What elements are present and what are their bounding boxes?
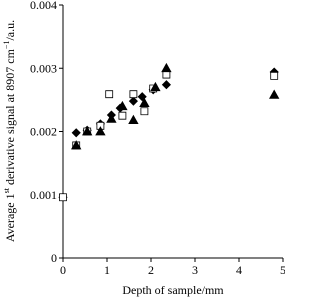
x-tick-label: 0 — [60, 263, 66, 277]
y-axis-label-part: st — [2, 187, 11, 193]
x-tick-label: 4 — [236, 263, 242, 277]
x-tick-label: 5 — [280, 263, 285, 277]
y-tick-label: 0.003 — [30, 61, 57, 75]
y-axis-label-part: −1 — [2, 41, 11, 50]
point — [128, 96, 138, 106]
y-tick-label: 0 — [51, 251, 57, 265]
y-axis-label-part: derivative signal at 8907 cm — [3, 48, 17, 188]
y-tick-label: 0.004 — [30, 0, 57, 12]
x-tick-label: 3 — [192, 263, 198, 277]
point — [270, 71, 279, 80]
x-tick-label: 2 — [148, 263, 154, 277]
chart: Depth of sample/mm Average 1st derivativ… — [2, 0, 285, 297]
y-axis-label-part: /a.u. — [3, 20, 17, 41]
point — [59, 193, 67, 202]
point — [96, 121, 105, 130]
point — [139, 97, 150, 107]
y-axis-label: Average 1st derivative signal at 8907 cm… — [2, 20, 17, 242]
point — [137, 92, 147, 102]
point — [129, 90, 138, 99]
point — [71, 128, 81, 138]
x-axis-label: Depth of sample/mm — [122, 283, 224, 297]
point — [106, 113, 117, 123]
x-tick-label: 1 — [104, 263, 110, 277]
y-tick-label: 0.001 — [30, 188, 57, 202]
point — [128, 114, 139, 125]
point — [269, 89, 280, 99]
y-axis-label-part: Average 1 — [3, 193, 17, 242]
point — [150, 81, 161, 92]
point — [140, 107, 149, 116]
point — [118, 111, 127, 120]
point — [95, 126, 106, 136]
point — [71, 140, 82, 150]
y-tick-label: 0.002 — [30, 125, 57, 139]
point — [161, 80, 171, 90]
point — [105, 90, 114, 99]
point — [117, 100, 128, 111]
point — [82, 126, 93, 136]
point — [161, 62, 172, 73]
